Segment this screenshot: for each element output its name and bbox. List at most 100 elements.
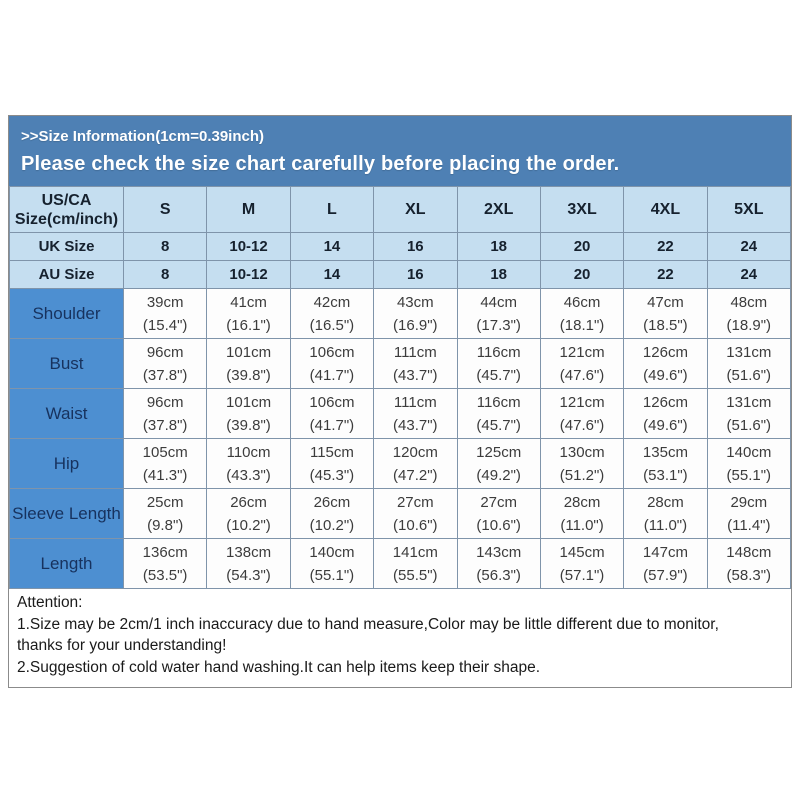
measurement-value-cell: 28cm (11.0") — [539, 488, 625, 539]
inch-value: (41.7") — [309, 366, 355, 384]
region-size-value: 10-12 — [206, 260, 291, 289]
inch-value: (11.0") — [560, 516, 604, 534]
inch-value: (18.5") — [643, 316, 688, 334]
banner-subtitle: Please check the size chart carefully be… — [21, 153, 620, 175]
cm-value: 44cm — [480, 293, 518, 311]
inch-value: (43.7") — [393, 366, 438, 384]
cm-value: 126cm — [642, 393, 688, 411]
measurement-value-cell: 130cm (51.2") — [539, 438, 625, 489]
measurement-value-cell: 96cm (37.8") — [122, 388, 208, 439]
attention-line: thanks for your understanding! — [17, 637, 227, 654]
cm-value: 27cm — [396, 493, 434, 511]
measurement-row: Shoulder 39cm (15.4") 41cm (16.1") 42cm (16.5"… — [9, 288, 792, 339]
measurement-value-cell: 39cm (15.4") — [122, 288, 208, 339]
inch-value: (17.3") — [476, 316, 521, 334]
cm-value: 96cm — [146, 343, 184, 361]
cm-value: 26cm — [230, 493, 267, 511]
measurement-value-cell: 111cm (43.7") — [373, 388, 458, 439]
region-size-label: UK Size — [9, 232, 124, 261]
inch-value: (43.7") — [393, 416, 438, 434]
inch-value: (56.3") — [476, 566, 521, 584]
inch-value: (45.3") — [309, 466, 355, 484]
inch-value: (16.9") — [393, 316, 438, 334]
region-size-row: UK Size 8 10-12 14 16 18 20 22 24 — [9, 232, 792, 261]
measurement-value-cell: 145cm (57.1") — [539, 538, 625, 589]
measurement-value-cell: 121cm (47.6") — [539, 388, 625, 439]
cm-value: 148cm — [726, 543, 772, 561]
measurement-value-cell: 111cm (43.7") — [373, 338, 458, 389]
cm-value: 116cm — [476, 343, 521, 361]
cm-value: 28cm — [563, 493, 601, 511]
measurement-label: Sleeve Length — [9, 488, 124, 539]
measurement-value-cell: 120cm (47.2") — [373, 438, 458, 489]
cm-value: 26cm — [313, 493, 351, 511]
cm-value: 39cm — [146, 293, 184, 311]
cm-value: 135cm — [642, 443, 688, 461]
measurement-value-cell: 29cm (11.4") — [706, 488, 792, 539]
inch-value: (10.2") — [226, 516, 271, 534]
cm-value: 28cm — [647, 493, 684, 511]
cm-value: 138cm — [226, 543, 272, 561]
measurement-value-cell: 48cm (18.9") — [706, 288, 792, 339]
measurement-value-cell: 126cm (49.6") — [623, 338, 708, 389]
inch-value: (54.3") — [226, 566, 271, 584]
region-size-value: 14 — [289, 232, 375, 261]
region-size-value: 18 — [456, 232, 541, 261]
measurement-value-cell: 105cm (41.3") — [122, 438, 208, 489]
cm-value: 25cm — [146, 493, 184, 511]
banner-title: >>Size Information(1cm=0.39inch) — [21, 128, 264, 145]
inch-value: (58.3") — [726, 566, 772, 584]
inch-value: (11.0") — [643, 516, 688, 534]
size-column-header: 5XL — [706, 186, 792, 233]
measurement-value-cell: 44cm (17.3") — [456, 288, 541, 339]
measurement-value-cell: 143cm (56.3") — [456, 538, 541, 589]
region-size-value: 14 — [289, 260, 375, 289]
inch-value: (51.6") — [726, 416, 772, 434]
cm-value: 41cm — [230, 293, 267, 311]
region-size-value: 20 — [539, 260, 625, 289]
cm-value: 106cm — [309, 393, 355, 411]
inch-value: (11.4") — [727, 516, 771, 534]
region-size-value: 24 — [706, 232, 792, 261]
measurement-value-cell: 115cm (45.3") — [289, 438, 375, 489]
measurement-value-cell: 43cm (16.9") — [373, 288, 458, 339]
inch-value: (47.6") — [559, 416, 605, 434]
measurement-value-cell: 110cm (43.3") — [206, 438, 291, 489]
attention-line: 1.Size may be 2cm/1 inch inaccuracy due … — [17, 615, 719, 633]
measurement-value-cell: 147cm (57.9") — [623, 538, 708, 589]
cm-value: 131cm — [726, 393, 772, 411]
cm-value: 115cm — [309, 443, 354, 461]
size-column-header: 4XL — [623, 186, 708, 233]
cm-value: 130cm — [559, 443, 605, 461]
cm-value: 111cm — [393, 393, 437, 411]
corner-header-line1: US/CA — [41, 191, 92, 209]
measurement-value-cell: 125cm (49.2") — [456, 438, 541, 489]
measurement-value-cell: 41cm (16.1") — [206, 288, 291, 339]
inch-value: (10.2") — [309, 516, 355, 534]
measurement-value-cell: 28cm (11.0") — [623, 488, 708, 539]
measurement-value-cell: 148cm (58.3") — [706, 538, 792, 589]
cm-value: 143cm — [476, 543, 522, 561]
measurement-value-cell: 27cm (10.6") — [373, 488, 458, 539]
measurement-label: Waist — [9, 388, 124, 439]
inch-value: (49.6") — [643, 416, 688, 434]
inch-value: (47.6") — [559, 366, 605, 384]
inch-value: (57.9") — [643, 566, 688, 584]
measurement-value-cell: 96cm (37.8") — [122, 338, 208, 389]
measurement-value-cell: 106cm (41.7") — [289, 338, 375, 389]
measurement-value-cell: 27cm (10.6") — [456, 488, 541, 539]
inch-value: (18.1") — [559, 316, 605, 334]
measurement-row: Waist 96cm (37.8") 101cm (39.8") 106cm (41.7")… — [9, 388, 792, 439]
cm-value: 43cm — [396, 293, 434, 311]
inch-value: (51.6") — [726, 366, 772, 384]
inch-value: (41.3") — [142, 466, 188, 484]
region-size-value: 16 — [373, 260, 458, 289]
measurement-label: Shoulder — [9, 288, 124, 339]
inch-value: (53.1") — [643, 466, 688, 484]
attention-block: Attention: 1.Size may be 2cm/1 inch inacc… — [9, 589, 791, 687]
cm-value: 27cm — [480, 493, 518, 511]
measurement-value-cell: 140cm (55.1") — [289, 538, 375, 589]
attention-line: Attention: — [17, 594, 83, 611]
region-size-value: 24 — [706, 260, 792, 289]
measurement-label: Bust — [9, 338, 124, 389]
